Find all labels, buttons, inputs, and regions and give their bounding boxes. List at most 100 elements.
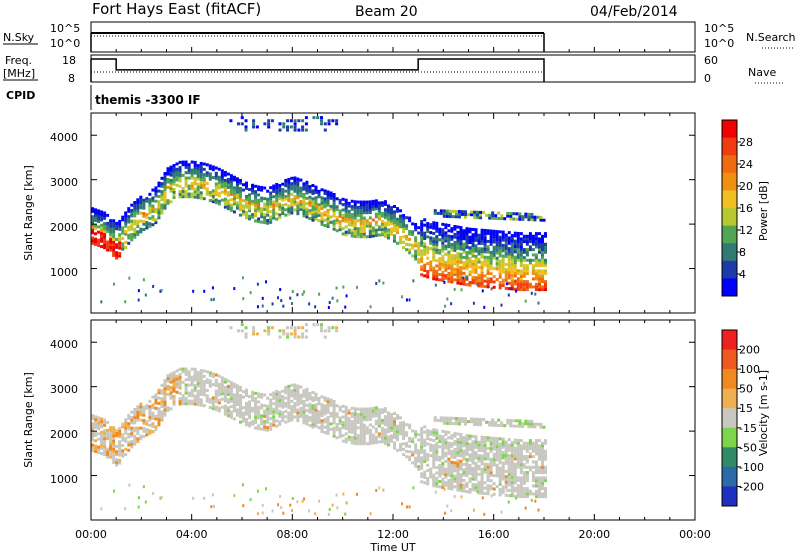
power-cell bbox=[347, 220, 351, 224]
velocity-cell bbox=[362, 431, 366, 435]
power-cell bbox=[229, 174, 233, 178]
velocity-cell bbox=[284, 401, 288, 405]
power-cell bbox=[507, 249, 511, 253]
velocity-cell bbox=[393, 422, 396, 426]
velocity-cell bbox=[380, 426, 384, 430]
velocity-cell bbox=[377, 413, 381, 417]
velocity-cell bbox=[504, 451, 508, 455]
velocity-cell bbox=[199, 392, 203, 396]
power-cell bbox=[223, 181, 227, 185]
velocity-cell bbox=[281, 397, 285, 401]
power-cell bbox=[257, 198, 261, 202]
power-cell bbox=[148, 216, 152, 220]
velocity-cell bbox=[399, 442, 403, 446]
power-cell bbox=[299, 202, 303, 206]
power-cell bbox=[444, 223, 448, 227]
power-cell bbox=[281, 193, 285, 197]
velocity-cell bbox=[326, 418, 330, 422]
velocity-cell bbox=[503, 424, 507, 428]
velocity-cell bbox=[269, 398, 273, 402]
velocity-cell bbox=[435, 434, 439, 438]
power-cell bbox=[534, 292, 537, 296]
velocity-cell bbox=[474, 461, 478, 465]
velocity-cell bbox=[163, 403, 167, 407]
power-cell bbox=[432, 247, 436, 251]
velocity-cell bbox=[540, 492, 544, 496]
velocity-cell bbox=[148, 415, 152, 419]
velocity-cell bbox=[181, 367, 185, 371]
velocity-cell bbox=[507, 478, 511, 482]
velocity-cell bbox=[408, 439, 412, 443]
power-cell bbox=[266, 203, 270, 207]
power-cell bbox=[495, 259, 499, 263]
velocity-cell bbox=[474, 488, 478, 492]
power-cell bbox=[474, 257, 478, 261]
power-cell bbox=[229, 203, 233, 207]
power-cell bbox=[151, 223, 155, 227]
power-cell bbox=[462, 266, 466, 270]
power-cell bbox=[435, 264, 439, 268]
velocity-cell bbox=[402, 429, 406, 433]
power-cell bbox=[286, 125, 290, 129]
velocity-cell bbox=[154, 406, 158, 410]
power-cell bbox=[181, 189, 185, 193]
power-cell bbox=[187, 192, 191, 196]
velocity-cell bbox=[359, 431, 363, 435]
power-cell bbox=[483, 242, 487, 246]
velocity-cell bbox=[438, 466, 442, 470]
velocity-cell bbox=[335, 404, 339, 408]
power-cell bbox=[362, 216, 366, 220]
velocity-cell bbox=[438, 469, 442, 473]
power-cell bbox=[350, 215, 354, 219]
velocity-cell bbox=[408, 458, 412, 462]
velocity-cell bbox=[287, 406, 291, 410]
power-cell bbox=[420, 241, 424, 245]
velocity-cell bbox=[118, 461, 122, 465]
power-cell bbox=[317, 213, 321, 217]
velocity-cell bbox=[518, 419, 522, 423]
velocity-cell bbox=[130, 410, 134, 414]
velocity-cell bbox=[335, 412, 339, 416]
velocity-cell bbox=[383, 415, 387, 419]
velocity-cell bbox=[489, 436, 493, 440]
power-cell bbox=[338, 222, 342, 226]
power-cell bbox=[447, 266, 451, 270]
velocity-cell bbox=[332, 413, 336, 417]
velocity-cell bbox=[402, 437, 406, 441]
velocity-cell bbox=[136, 432, 140, 435]
velocity-cell bbox=[217, 390, 221, 394]
power-cell bbox=[106, 227, 110, 231]
power-cell bbox=[287, 183, 291, 187]
velocity-cell bbox=[302, 402, 306, 406]
power-cell bbox=[267, 119, 271, 123]
velocity-cell bbox=[438, 485, 442, 489]
velocity-cell bbox=[459, 489, 463, 493]
power-cell bbox=[317, 195, 321, 199]
velocity-cell bbox=[181, 380, 185, 384]
velocity-cell bbox=[380, 432, 384, 436]
power-cell bbox=[509, 212, 513, 216]
velocity-cell bbox=[202, 404, 206, 408]
power-cell bbox=[456, 278, 460, 282]
velocity-cell bbox=[248, 403, 252, 407]
power-cell bbox=[519, 277, 523, 281]
velocity-cell bbox=[103, 418, 107, 422]
power-cell bbox=[405, 242, 409, 246]
velocity-cell bbox=[524, 506, 527, 510]
power-cell bbox=[516, 287, 520, 291]
velocity-cell bbox=[534, 481, 538, 485]
power-cell bbox=[202, 162, 206, 166]
power-cell bbox=[504, 244, 508, 248]
power-cell bbox=[350, 207, 354, 211]
velocity-cell bbox=[326, 405, 330, 409]
power-cell bbox=[353, 232, 357, 236]
power-cell bbox=[184, 163, 188, 167]
velocity-cell bbox=[462, 457, 466, 461]
power-cell bbox=[445, 209, 449, 213]
power-cell bbox=[498, 241, 502, 244]
velocity-cell bbox=[127, 443, 131, 447]
velocity-cell bbox=[229, 413, 233, 417]
power-cell bbox=[139, 198, 143, 202]
velocity-cell bbox=[115, 458, 119, 462]
power-cell bbox=[423, 245, 427, 248]
